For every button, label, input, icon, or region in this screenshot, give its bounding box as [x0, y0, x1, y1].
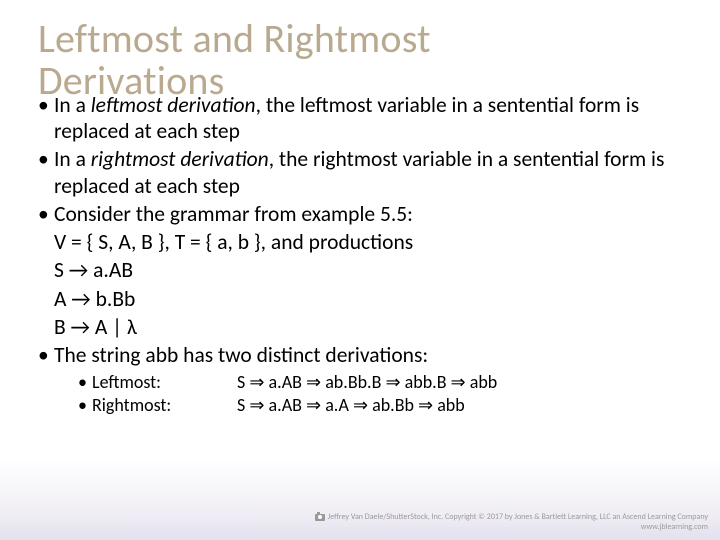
copyright-line-1: Jeffrey Van Daele/ShutterStock, Inc. Cop…: [328, 512, 708, 522]
copyright-footer: Jeffrey Van Daele/ShutterStock, Inc. Cop…: [315, 512, 708, 532]
camera-icon: [315, 514, 325, 521]
bullet-3: Consider the grammar from example 5.5:: [38, 201, 682, 227]
derivation-list: Leftmost: S ⇒ a.AB ⇒ ab.Bb.B ⇒ abb.B ⇒ a…: [38, 372, 682, 417]
bullet-list: In a leftmost derivation, the leftmost v…: [38, 92, 682, 227]
bullet-list-2: The string abb has two distinct derivati…: [38, 342, 682, 368]
bullet-1: In a leftmost derivation, the leftmost v…: [38, 92, 682, 144]
bullet-3-text: Consider the grammar from example 5.5:: [54, 201, 413, 227]
derivation-leftmost: Leftmost: S ⇒ a.AB ⇒ ab.Bb.B ⇒ abb.B ⇒ a…: [78, 372, 682, 394]
bullet-1-pre: In a: [54, 92, 91, 118]
derivation-rightmost: Rightmost: S ⇒ a.AB ⇒ a.A ⇒ ab.Bb ⇒ abb: [78, 395, 682, 417]
grammar-line-1: V = { S, A, B }, T = { a, b }, and produ…: [38, 229, 682, 255]
bullet-1-em: leftmost derivation: [91, 92, 256, 118]
bullet-4: The string abb has two distinct derivati…: [38, 342, 682, 368]
bullet-2: In a rightmost derivation, the rightmost…: [38, 146, 682, 198]
leftmost-label: Leftmost:: [92, 372, 237, 394]
copyright-line-2: www.jblearning.com: [641, 522, 708, 532]
slide-body: In a leftmost derivation, the leftmost v…: [0, 92, 720, 417]
leftmost-chain: S ⇒ a.AB ⇒ ab.Bb.B ⇒ abb.B ⇒ abb: [237, 372, 682, 394]
rightmost-label: Rightmost:: [92, 395, 237, 417]
grammar-line-4: B → A | λ: [38, 314, 682, 340]
rightmost-chain: S ⇒ a.AB ⇒ a.A ⇒ ab.Bb ⇒ abb: [237, 395, 682, 417]
bullet-2-pre: In a: [54, 146, 91, 172]
bullet-4-text: The string abb has two distinct derivati…: [54, 342, 428, 368]
grammar-line-2: S → a.AB: [38, 257, 682, 283]
slide-title: Leftmost and Rightmost Derivations: [0, 0, 720, 102]
bullet-2-em: rightmost derivation: [91, 146, 269, 172]
grammar-line-3: A → b.Bb: [38, 286, 682, 312]
